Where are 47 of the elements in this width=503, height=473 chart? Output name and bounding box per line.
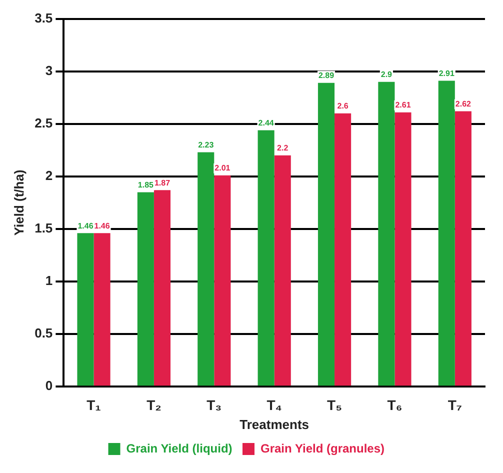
data-label: 1.85 [138,180,154,190]
x-axis-title: Treatments [240,416,310,432]
legend-label: Grain Yield (liquid) [126,441,232,456]
bar [438,80,455,386]
bar [258,130,274,386]
data-label: 2.2 [277,144,289,153]
data-label: 2.9 [380,70,393,80]
y-tick-label: 2 [45,168,53,184]
bar [274,155,291,386]
bar [137,192,154,386]
y-tick-label: 1.5 [34,220,53,236]
legend-label: Grain Yield (granules) [260,441,385,456]
bar [198,152,214,386]
x-tick-label: T₄ [266,396,282,413]
data-label: 2.61 [395,100,412,110]
bar [378,82,395,386]
data-label: 1.46 [94,221,110,230]
data-label: 2.23 [198,140,214,150]
bar [454,111,472,386]
bar [154,190,171,386]
y-axis-title: Yield (t/ha) [11,170,26,236]
data-label: 2.91 [438,69,455,78]
y-tick-label: 0.5 [34,326,53,341]
bar [318,82,335,386]
y-tick-label: 1 [45,273,53,288]
x-tick-label: T₅ [327,396,342,413]
x-tick-label: T₆ [387,396,402,413]
y-tick-label: 0 [45,378,53,394]
x-tick-label: T₁ [86,396,102,413]
bar [77,233,94,386]
data-label: 2.6 [337,102,349,111]
y-tick-label: 2.5 [34,115,53,130]
data-label: 1.46 [78,221,94,230]
x-tick-label: T₃ [206,396,222,413]
y-tick-label: 3.5 [34,10,53,26]
data-label: 2.89 [318,71,335,80]
data-label: 2.44 [258,118,274,128]
y-tick-label: 3 [45,62,53,78]
data-label: 2.62 [455,99,472,108]
data-label: 2.01 [214,164,231,173]
x-tick-label: T₂ [146,396,162,413]
bar [214,175,231,386]
bar [334,113,352,386]
bar [394,112,412,386]
x-tick-label: T₇ [448,396,462,413]
bar [94,233,110,386]
data-label: 1.87 [154,178,171,188]
